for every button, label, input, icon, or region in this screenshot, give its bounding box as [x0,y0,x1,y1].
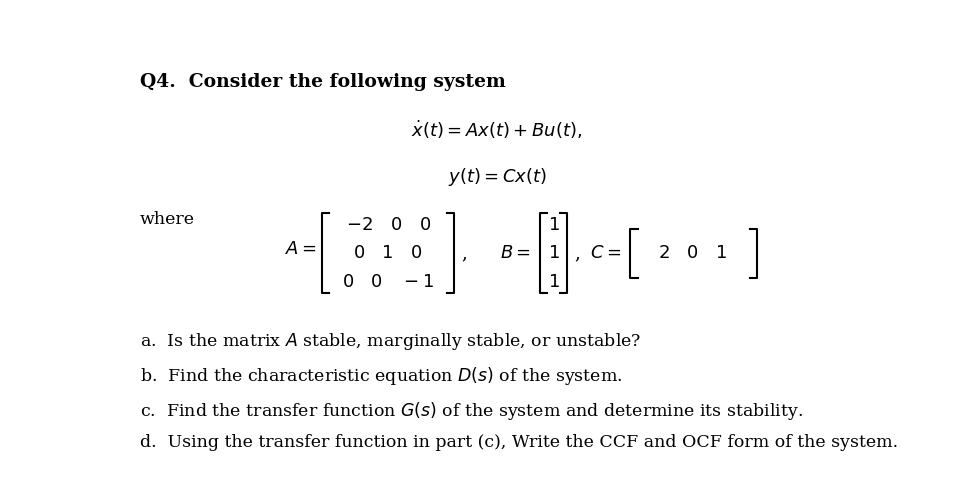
Text: $\dot{x}(t) = Ax(t) + Bu(t),$: $\dot{x}(t) = Ax(t) + Bu(t),$ [411,118,582,140]
Text: ,: , [461,244,467,262]
Text: $1$: $1$ [547,216,559,234]
Text: $B = $: $B = $ [499,244,530,262]
Text: $0 \quad 0 \quad -1$: $0 \quad 0 \quad -1$ [342,273,433,291]
Text: ,: , [574,244,579,262]
Text: $A = $: $A = $ [285,241,316,258]
Text: c.  Find the transfer function $G(s)$ of the system and determine its stability.: c. Find the transfer function $G(s)$ of … [140,400,802,422]
Text: $2 \quad 0 \quad 1$: $2 \quad 0 \quad 1$ [657,244,727,262]
Text: a.  Is the matrix $A$ stable, marginally stable, or unstable?: a. Is the matrix $A$ stable, marginally … [140,331,641,352]
Text: $1$: $1$ [547,244,559,262]
Text: d.  Using the transfer function in part (c), Write the CCF and OCF form of the s: d. Using the transfer function in part (… [140,434,897,451]
Text: where: where [140,211,195,228]
Text: $1$: $1$ [547,273,559,291]
Text: $-2 \quad 0 \quad 0$: $-2 \quad 0 \quad 0$ [345,216,430,234]
Text: Q4.  Consider the following system: Q4. Consider the following system [140,73,505,90]
Text: b.  Find the characteristic equation $D(s)$ of the system.: b. Find the characteristic equation $D(s… [140,366,622,387]
Text: $C = $: $C = $ [589,244,620,262]
Text: $y(t) = Cx(t)$: $y(t) = Cx(t)$ [447,166,547,188]
Text: $0 \quad 1 \quad 0$: $0 \quad 1 \quad 0$ [353,244,422,262]
